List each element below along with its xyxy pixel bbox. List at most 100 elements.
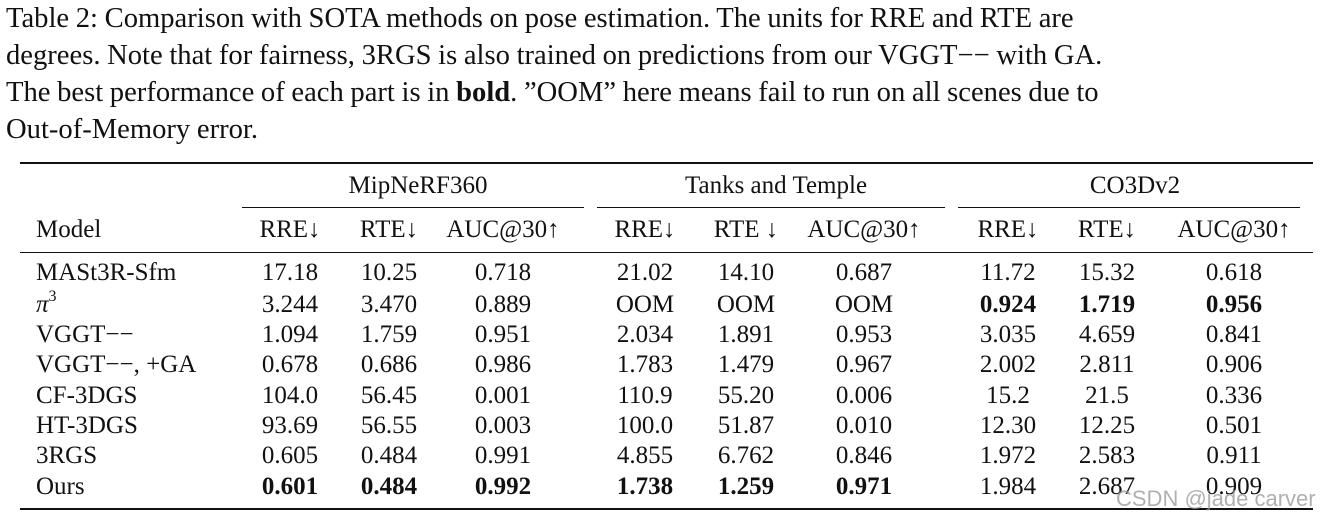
column-header: RTE ↓ bbox=[713, 216, 779, 243]
caption-line-4: Out-of-Memory error. bbox=[6, 114, 258, 145]
group-rule-tanks bbox=[597, 207, 945, 208]
table-cell: 15.2 bbox=[986, 382, 1030, 409]
table-cell: 2.811 bbox=[1079, 351, 1135, 378]
table-cell: 0.924 bbox=[979, 291, 1037, 318]
group-header: CO3Dv2 bbox=[1089, 172, 1181, 199]
table-cell: 2.002 bbox=[979, 351, 1037, 378]
table-cell: 0.953 bbox=[835, 321, 893, 348]
table-cell: 56.45 bbox=[360, 382, 418, 409]
table-cell: 0.846 bbox=[835, 442, 893, 469]
table-cell: 3.244 bbox=[261, 291, 319, 318]
table-cell: 1.738 bbox=[616, 473, 674, 500]
table-cell: 15.32 bbox=[1078, 259, 1136, 286]
table-cell: 11.72 bbox=[980, 259, 1036, 286]
table-cell: 1.479 bbox=[717, 351, 775, 378]
table-cell: 93.69 bbox=[261, 412, 319, 439]
column-header: AUC@30↑ bbox=[807, 216, 921, 243]
table-cell: 0.605 bbox=[261, 442, 319, 469]
table-cell: 4.855 bbox=[616, 442, 674, 469]
table-cell: 55.20 bbox=[717, 382, 775, 409]
group-rule-co3d bbox=[958, 207, 1300, 208]
table-cell: 2.687 bbox=[1078, 473, 1136, 500]
table-cell: 21.02 bbox=[616, 259, 674, 286]
table-cell: 1.891 bbox=[717, 321, 775, 348]
caption-line-3: The best performance of each part is in … bbox=[6, 74, 1328, 111]
table-cell: 12.30 bbox=[979, 412, 1037, 439]
table-cell: 0.986 bbox=[474, 351, 532, 378]
table-cell: 1.759 bbox=[360, 321, 418, 348]
row-model-name: HT-3DGS bbox=[36, 412, 138, 439]
row-model-name: π3 bbox=[36, 287, 57, 320]
model-superscript: 3 bbox=[48, 287, 57, 305]
table-cell: 21.5 bbox=[1085, 382, 1129, 409]
table-cell: 6.762 bbox=[717, 442, 775, 469]
table-cell: 14.10 bbox=[717, 259, 775, 286]
table-cell: 3.470 bbox=[360, 291, 418, 318]
table-cell: 0.484 bbox=[360, 442, 418, 469]
row-model-name: VGGT−− bbox=[36, 321, 134, 348]
table-cell: 56.55 bbox=[360, 412, 418, 439]
table-cell: 0.001 bbox=[474, 382, 532, 409]
table-cell: 2.583 bbox=[1078, 442, 1136, 469]
table-cell: 0.010 bbox=[835, 412, 893, 439]
table-cell: 1.259 bbox=[717, 473, 775, 500]
row-model-name: MASt3R-Sfm bbox=[36, 259, 177, 286]
row-model-name: Ours bbox=[36, 473, 85, 500]
column-header: RRE↓ bbox=[614, 216, 676, 243]
table-cell: 1.094 bbox=[261, 321, 319, 348]
table-cell: 0.718 bbox=[474, 259, 532, 286]
table-cell: 0.678 bbox=[261, 351, 319, 378]
table-cell: 0.906 bbox=[1205, 351, 1263, 378]
row-model-name: CF-3DGS bbox=[36, 382, 138, 409]
table-cell: 0.956 bbox=[1205, 291, 1263, 318]
row-model-name: VGGT−−, +GA bbox=[36, 351, 197, 378]
table-cell: 17.18 bbox=[261, 259, 319, 286]
table-cell: 104.0 bbox=[261, 382, 319, 409]
column-header: RRE↓ bbox=[977, 216, 1039, 243]
caption-line-3-a: The best performance of each part is in bbox=[6, 77, 457, 108]
group-header: Tanks and Temple bbox=[684, 172, 868, 199]
table-cell: 0.889 bbox=[474, 291, 532, 318]
table-cell: 0.909 bbox=[1205, 473, 1263, 500]
table-cell: 0.951 bbox=[474, 321, 532, 348]
table-cell: 1.984 bbox=[979, 473, 1037, 500]
table-cell: OOM bbox=[716, 291, 776, 318]
group-rule-mipnerf bbox=[242, 207, 584, 208]
table-cell: 2.034 bbox=[616, 321, 674, 348]
caption-line-1: Table 2: Comparison with SOTA methods on… bbox=[6, 3, 1074, 34]
table-cell: 3.035 bbox=[979, 321, 1037, 348]
table-caption: Table 2: Comparison with SOTA methods on… bbox=[6, 0, 1328, 148]
table-cell: 100.0 bbox=[616, 412, 674, 439]
column-header: RTE↓ bbox=[1077, 216, 1137, 243]
column-header: RRE↓ bbox=[259, 216, 321, 243]
table-cell: 0.006 bbox=[835, 382, 893, 409]
row-model-name: 3RGS bbox=[36, 442, 98, 469]
table-cell: 12.25 bbox=[1078, 412, 1136, 439]
table-cell: 51.87 bbox=[717, 412, 775, 439]
table-cell: 0.991 bbox=[474, 442, 532, 469]
table-cell: 0.971 bbox=[835, 473, 893, 500]
model-symbol: π bbox=[36, 291, 49, 318]
bottom-rule bbox=[20, 508, 1313, 510]
table-cell: OOM bbox=[834, 291, 894, 318]
column-header: RTE↓ bbox=[359, 216, 419, 243]
table-cell: OOM bbox=[615, 291, 675, 318]
column-header: AUC@30↑ bbox=[446, 216, 560, 243]
table-cell: 4.659 bbox=[1078, 321, 1136, 348]
table-cell: 0.992 bbox=[474, 473, 532, 500]
caption-line-2: degrees. Note that for fairness, 3RGS is… bbox=[6, 40, 1103, 71]
column-header: AUC@30↑ bbox=[1177, 216, 1291, 243]
table-cell: 0.601 bbox=[261, 473, 319, 500]
table-cell: 0.686 bbox=[360, 351, 418, 378]
table-cell: 0.687 bbox=[835, 259, 893, 286]
table-cell: 0.841 bbox=[1205, 321, 1263, 348]
model-column-header: Model bbox=[36, 216, 102, 243]
table-cell: 0.484 bbox=[360, 473, 418, 500]
table-cell: 0.003 bbox=[474, 412, 532, 439]
caption-bold-word: bold bbox=[456, 77, 511, 108]
table-cell: 1.783 bbox=[616, 351, 674, 378]
top-rule bbox=[20, 162, 1313, 164]
table-cell: 0.911 bbox=[1206, 442, 1262, 469]
group-header: MipNeRF360 bbox=[348, 172, 488, 199]
caption-line-3-b: . ”OOM” here means fail to run on all sc… bbox=[510, 77, 1099, 108]
